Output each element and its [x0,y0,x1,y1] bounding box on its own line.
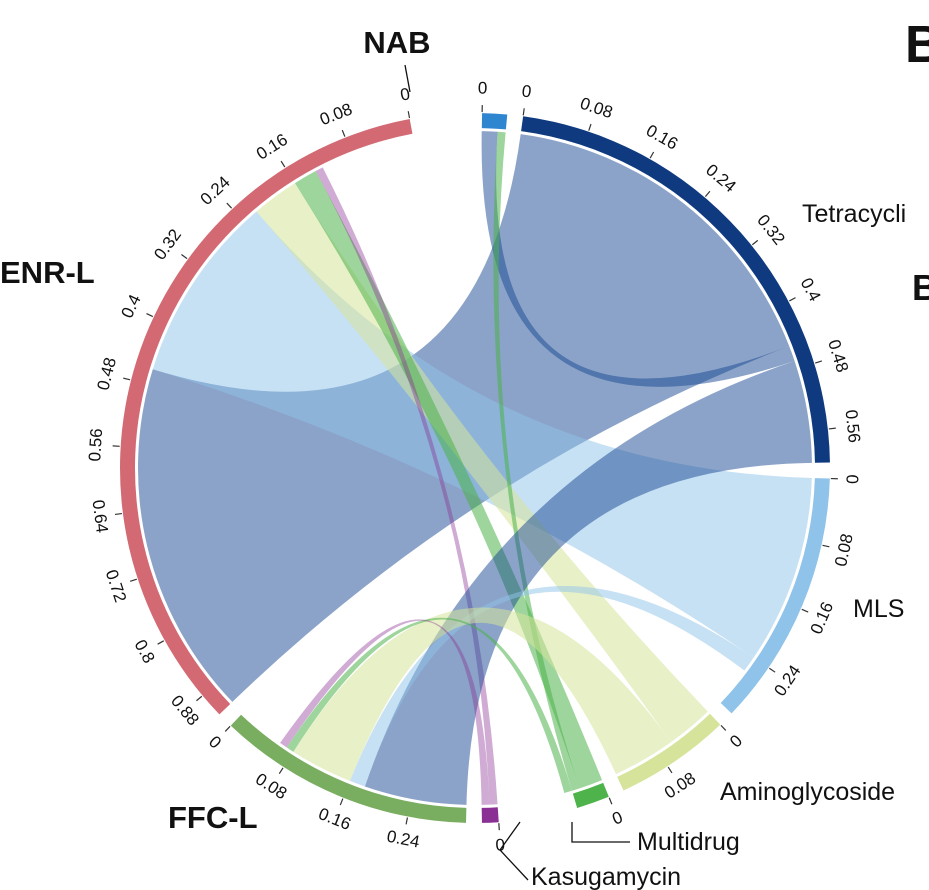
tick-label: 0.56 [841,409,864,444]
tick-label: 0.16 [643,121,681,154]
tick-label: 0 [399,84,412,104]
tick-mark [828,427,836,430]
tick-mark [649,151,655,159]
panel-label-mid: B [912,267,929,308]
tick-label: 0.56 [85,428,106,462]
sector-arc-multidrug [572,782,609,808]
sector-label-enr-l: ENR-L [0,255,95,290]
tick-label: 0 [610,808,626,829]
sector-arc-ffc-l [230,714,467,823]
tick-mark [405,817,409,825]
tick-mark [608,797,613,805]
tick-mark [720,724,727,731]
sector-label-kasugamycin: Kasugamycin [531,863,681,890]
sector-labels: ENR-L NAB Tetracycli MLS Aminoglycoside Multi… [0,25,906,890]
tick-mark [341,129,346,137]
sector-arc-nab [481,113,508,130]
chord-link-nab-tetracycli [481,131,795,387]
tick-mark [339,798,344,806]
tick-mark [181,254,188,260]
tick-label: 0.88 [167,692,203,730]
tick-mark [789,297,796,302]
sector-arc-enr-l [119,119,413,715]
sector-label-mls: MLS [853,595,904,623]
tick-label: 0.08 [831,532,857,568]
sector-label-multidrug: Multidrug [637,828,740,856]
sector-label-tetracycli: Tetracycli [802,200,906,228]
tick-mark [588,123,592,131]
tick-label: 0.4 [797,275,825,305]
tick-label: 0.48 [824,337,852,374]
tick-label: 0 [521,81,533,101]
tick-label: 0.32 [150,226,185,264]
tick-label: 0.24 [197,172,234,208]
label-leader-line [571,822,630,843]
tick-mark [822,544,830,548]
label-leader-line [404,64,411,93]
tick-mark [280,160,286,168]
chord-link-ffc-l-mls [349,586,754,787]
chord-link-ffc-l-aminoglycoside [293,607,672,781]
chord-links [138,131,812,805]
chord-link-ffc-l-tetracycli [364,361,812,805]
tick-label: 0.16 [316,804,354,834]
tick-label: 0 [495,835,506,855]
tick-label: 0.48 [94,356,121,393]
chord-link-enr-l-aminoglycoside [256,183,708,743]
tick-mark [129,578,137,582]
tick-mark [522,108,525,116]
tick-label: 0.24 [385,827,421,852]
tick-mark [769,667,776,673]
tick-mark [157,640,165,645]
tick-mark [704,190,711,197]
tick-mark [226,202,233,209]
tick-label: 0 [478,78,488,97]
chord-link-enr-l-mls [152,211,812,658]
tick-label: 0.4 [117,292,144,321]
tick-label: 0.08 [661,769,699,803]
tick-label: 0 [726,731,746,751]
tick-label: 0.8 [130,637,158,667]
tick-label: 0.72 [102,567,130,604]
sector-label-nab: NAB [363,25,430,60]
tick-label: 0.08 [252,769,290,803]
tick-label: 0.64 [89,499,112,534]
tick-label: 0.16 [807,599,838,637]
tick-label: 0 [205,732,225,752]
tick-mark [224,725,231,732]
sector-arcs [119,113,830,823]
tick-label: 0 [843,474,862,484]
tick-mark [801,608,809,613]
tick-mark [114,512,123,516]
tick-label: 0.24 [702,160,740,196]
sector-label-aminoglycoside: Aminoglycoside [720,778,895,806]
tick-label: 0.08 [317,99,355,129]
tick-label: 0.32 [753,211,789,249]
label-leader-line [499,821,529,881]
sector-arc-mls [720,478,830,714]
sector-arc-tetracycli [521,116,830,463]
tick-mark [146,313,154,318]
tick-mark [123,377,131,381]
tick-mark [278,767,284,775]
tick-label: 0.24 [770,662,804,700]
tick-mark [407,111,411,119]
sector-label-ffc-l: FFC-L [168,800,258,835]
tick-mark [751,239,759,246]
sector-arc-aminoglycoside [617,713,721,791]
tick-mark [667,766,673,774]
tick-label: 0.08 [578,94,615,123]
sector-arc-kasugamycin [481,807,499,823]
chord-link-ffc-l-multidrug [286,617,572,793]
tick-mark [815,360,823,364]
tick-mark [196,695,203,702]
panel-label-top: B [905,16,929,74]
tick-label: 0.16 [253,130,291,164]
